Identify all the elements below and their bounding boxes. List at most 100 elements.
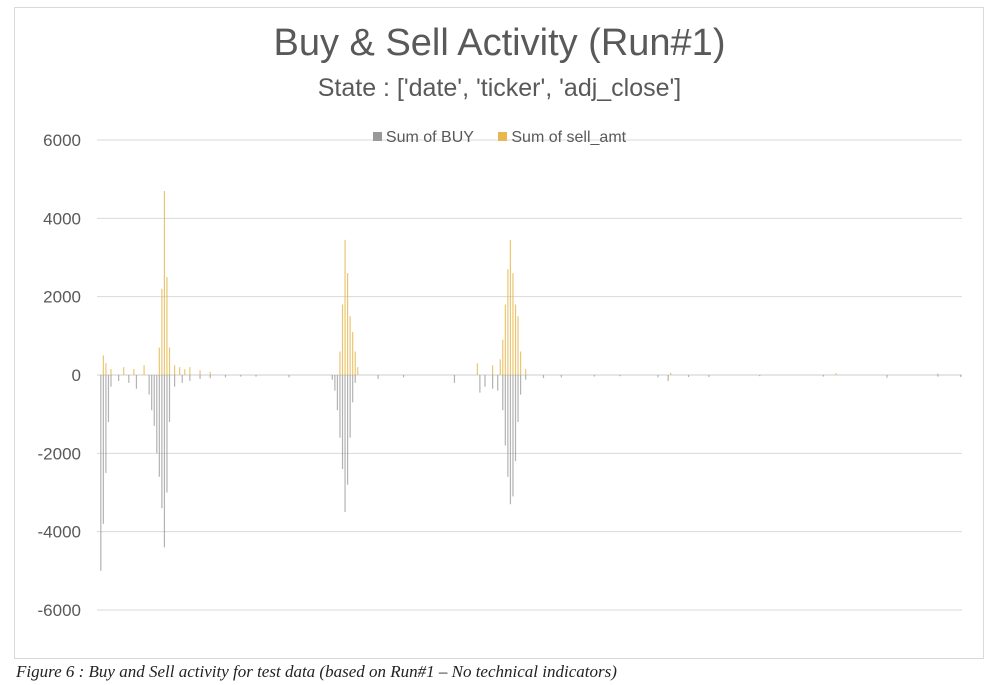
chart-legend: Sum of BUY Sum of sell_amt [0,129,999,147]
bar-buy [937,375,939,377]
bar-buy [156,375,158,454]
bar-buy [341,375,344,469]
bar-sell [492,365,494,375]
bar-buy [148,375,150,395]
bar-buy [209,375,211,379]
bar-buy [349,375,351,438]
y-tick-label: 2000 [43,288,81,307]
bar-buy [560,375,562,378]
bar-buy [181,375,183,383]
bar-sell [179,367,181,375]
bar-buy [514,375,517,462]
bar-sell [339,351,341,375]
bar-buy [166,375,168,493]
bar-buy [255,375,257,377]
bar-buy [759,375,761,377]
bar-buy [354,375,356,383]
bar-buy [484,375,486,387]
chart-plot: 6000 4000 2000 0 -2000 -4000 -6000 [38,131,962,620]
bar-buy [593,375,595,377]
bar-sell [161,288,163,375]
bar-sell [504,304,506,375]
bar-buy [492,375,494,389]
bar-buy [339,375,341,438]
bar-sell [514,304,517,375]
bar-sell [509,239,512,376]
bar-buy [517,375,519,422]
bar-sell [341,304,344,375]
bar-buy [331,375,333,380]
bar-buy [151,375,153,411]
bar-sell [199,370,201,375]
legend-swatch-sell [498,132,508,141]
bar-sell [502,339,504,375]
bar-buy [110,375,112,387]
bar-buy [102,375,104,524]
bar-buy [100,375,102,571]
y-tick-label: 0 [72,366,81,385]
bar-buy [504,375,506,446]
bar-buy [352,375,354,403]
bar-buy [960,375,962,377]
chart-frame [14,7,984,659]
bar-buy [158,375,160,477]
bar-buy [377,375,379,379]
bar-buy [288,375,290,378]
bar-buy [174,375,176,387]
bar-buy [520,375,522,395]
bar-buy [163,375,166,548]
bar-sell [499,359,501,375]
legend-item-buy: Sum of BUY [372,129,474,147]
bar-buy [619,375,621,377]
bar-buy [512,375,514,497]
bar-buy [128,375,130,383]
bar-sell [163,190,166,375]
bar-buy [336,375,339,411]
bar-sell [670,372,672,375]
bar-buy [402,375,405,378]
bar-buy [135,375,138,389]
bar-buy [118,375,120,381]
bar-buy [822,375,824,377]
bar-sell [347,273,349,375]
bar-sell [507,269,509,375]
figure-caption: Figure 6 : Buy and Sell activity for tes… [16,662,617,681]
bar-sell [123,367,125,375]
y-tick-label: -4000 [38,523,81,542]
bar-buy [334,375,336,391]
bar-buy [479,375,481,393]
bar-buy [507,375,509,477]
bar-sell [476,363,478,375]
bar-sell [110,369,112,376]
bar-sell [143,365,145,375]
bar-buy [886,375,888,378]
bar-sell [520,351,522,375]
bar-sell [349,316,351,375]
bar-buy [509,375,512,505]
bar-sell [937,373,939,375]
bar-sell [102,355,104,375]
bar-buy [542,375,545,379]
bar-sell [209,371,211,375]
bar-sell [525,369,527,376]
bar-sell [133,369,135,376]
bar-sell [184,369,186,376]
y-tick-label: -2000 [38,444,81,463]
bar-buy [687,375,690,377]
bar-buy [708,375,710,377]
bar-sell [168,347,171,375]
bar-sell [105,363,107,375]
bar-buy [107,375,110,422]
chart-subtitle: State : ['date', 'ticker', 'adj_close'] [317,74,682,102]
bar-sell [344,239,346,376]
bar-sell [158,347,160,375]
bar-buy [240,375,242,377]
bar-sell [835,373,837,375]
bar-buy [189,375,191,381]
bar-sell [357,367,359,375]
bar-buy [667,375,669,381]
bar-buy [497,375,499,391]
bar-sell [512,273,514,375]
bar-buy [525,375,527,380]
bar-buy [105,375,107,473]
